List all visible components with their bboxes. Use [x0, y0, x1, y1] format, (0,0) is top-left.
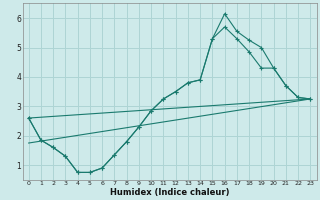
X-axis label: Humidex (Indice chaleur): Humidex (Indice chaleur)	[110, 188, 229, 197]
